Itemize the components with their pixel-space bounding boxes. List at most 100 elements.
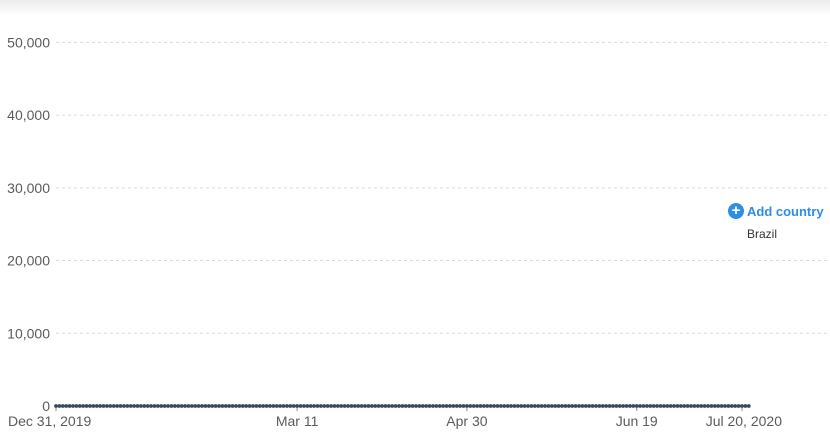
data-point bbox=[478, 404, 483, 408]
data-point bbox=[291, 404, 296, 408]
data-point bbox=[60, 404, 65, 408]
data-point bbox=[614, 404, 619, 408]
data-point bbox=[315, 404, 320, 408]
data-point bbox=[383, 404, 388, 408]
data-point bbox=[672, 404, 676, 408]
data-point bbox=[549, 404, 554, 408]
data-point bbox=[196, 404, 201, 408]
data-point bbox=[264, 404, 269, 408]
data-point bbox=[139, 404, 143, 408]
data-point bbox=[254, 404, 259, 408]
data-point bbox=[495, 404, 500, 408]
data-point bbox=[420, 404, 425, 408]
data-point bbox=[736, 404, 741, 408]
data-point bbox=[308, 404, 313, 408]
data-point bbox=[176, 404, 181, 408]
data-point bbox=[302, 404, 306, 408]
data-point bbox=[695, 404, 700, 408]
data-point bbox=[189, 404, 194, 408]
data-point bbox=[699, 404, 704, 408]
data-point bbox=[217, 404, 221, 408]
data-point bbox=[288, 404, 293, 408]
data-point bbox=[498, 404, 503, 408]
data-point bbox=[125, 404, 130, 408]
data-point bbox=[172, 404, 177, 408]
data-point bbox=[145, 404, 150, 408]
data-point bbox=[111, 404, 116, 408]
data-point bbox=[223, 404, 228, 408]
data-point bbox=[651, 404, 656, 408]
x-tick-label: Mar 11 bbox=[276, 413, 319, 429]
data-point bbox=[329, 404, 333, 408]
data-point bbox=[390, 404, 395, 408]
data-point bbox=[719, 404, 724, 408]
data-point bbox=[583, 404, 588, 408]
y-tick-label: 20,000 bbox=[7, 253, 50, 269]
data-point bbox=[240, 404, 245, 408]
data-point bbox=[257, 404, 262, 408]
data-point bbox=[397, 404, 401, 408]
data-point bbox=[607, 404, 612, 408]
data-point bbox=[682, 404, 687, 408]
data-point bbox=[325, 404, 330, 408]
data-point bbox=[431, 404, 435, 408]
data-point bbox=[539, 404, 544, 408]
data-point bbox=[726, 404, 731, 408]
data-point bbox=[577, 404, 581, 408]
data-point bbox=[434, 404, 439, 408]
data-point bbox=[386, 404, 391, 408]
data-point bbox=[183, 404, 187, 408]
data-point bbox=[342, 404, 347, 408]
data-point bbox=[407, 404, 412, 408]
data-point bbox=[451, 404, 456, 408]
y-tick-label: 40,000 bbox=[7, 107, 50, 123]
data-point bbox=[638, 404, 643, 408]
data-point bbox=[339, 404, 344, 408]
data-point bbox=[142, 404, 147, 408]
data-point bbox=[661, 404, 666, 408]
data-point bbox=[369, 404, 374, 408]
data-point bbox=[448, 404, 452, 408]
data-point bbox=[244, 404, 249, 408]
x-tick-label: Jul 20, 2020 bbox=[706, 413, 782, 429]
data-point bbox=[186, 404, 191, 408]
data-point bbox=[234, 404, 238, 408]
data-point bbox=[458, 404, 463, 408]
data-point bbox=[162, 404, 167, 408]
data-point bbox=[278, 404, 283, 408]
plus-circle-icon: + bbox=[728, 203, 744, 219]
data-point bbox=[155, 404, 160, 408]
data-point bbox=[594, 404, 598, 408]
data-point bbox=[655, 404, 659, 408]
data-point bbox=[71, 404, 75, 408]
data-point bbox=[709, 404, 714, 408]
data-point bbox=[492, 404, 496, 408]
data-point bbox=[546, 404, 551, 408]
data-point bbox=[597, 404, 602, 408]
series-label-brazil: Brazil bbox=[747, 227, 778, 241]
data-point bbox=[441, 404, 446, 408]
data-point bbox=[54, 404, 58, 408]
data-point bbox=[560, 404, 564, 408]
data-point bbox=[105, 404, 109, 408]
data-point bbox=[352, 404, 357, 408]
data-point bbox=[206, 404, 211, 408]
add-country-button[interactable]: + Add country bbox=[728, 203, 824, 219]
data-point bbox=[641, 404, 646, 408]
data-point bbox=[624, 404, 629, 408]
data-point bbox=[213, 404, 218, 408]
data-point bbox=[471, 404, 476, 408]
data-point bbox=[634, 404, 639, 408]
data-point bbox=[159, 404, 164, 408]
data-point bbox=[122, 404, 126, 408]
data-point bbox=[318, 404, 323, 408]
data-point bbox=[91, 404, 96, 408]
data-point bbox=[363, 404, 367, 408]
x-tick-label: Jun 19 bbox=[616, 413, 658, 429]
data-point bbox=[658, 404, 663, 408]
data-point bbox=[230, 404, 235, 408]
data-point bbox=[414, 404, 418, 408]
data-point bbox=[706, 404, 710, 408]
data-point bbox=[580, 404, 585, 408]
